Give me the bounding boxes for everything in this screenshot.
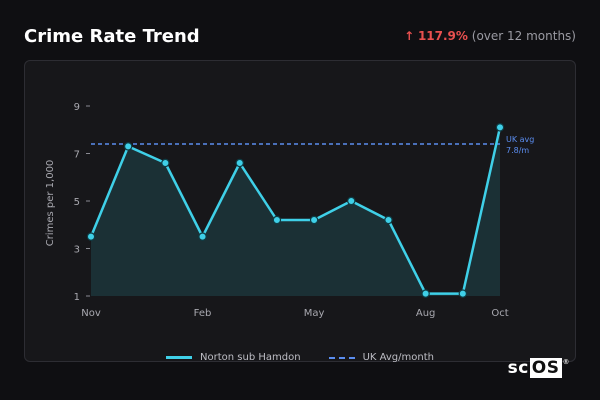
legend-label-series: Norton sub Hamdon [200, 352, 301, 363]
legend-item-reference[interactable]: UK Avg/month [328, 352, 434, 363]
legend-item-series[interactable]: Norton sub Hamdon [166, 352, 301, 363]
x-tick-label: May [304, 308, 325, 319]
data-point [272, 215, 282, 225]
data-point [86, 232, 96, 241]
y-tick-label: 9 [74, 102, 80, 113]
x-tick-label: Aug [416, 308, 436, 319]
legend-swatch-series [166, 356, 193, 359]
y-tick-label: 7 [74, 150, 80, 161]
page-title: Crime Rate Trend [24, 26, 200, 47]
y-tick-label: 5 [74, 197, 80, 208]
x-tick-label: Nov [81, 308, 101, 319]
data-point [123, 142, 133, 151]
legend-label-reference: UK Avg/month [362, 352, 434, 363]
y-tick-label: 3 [74, 245, 80, 256]
brand-boxed: OS [529, 358, 562, 378]
x-tick-label: Feb [194, 308, 212, 319]
data-point [495, 123, 505, 132]
legend-swatch-reference [328, 356, 355, 359]
series-line [89, 127, 502, 295]
data-point [458, 289, 468, 298]
change-indicator: ↑ 117.9% (over 12 months) [404, 29, 576, 43]
y-tick-label: 1 [74, 292, 80, 303]
up-arrow-icon: ↑ [404, 29, 415, 43]
reference-value-label: 7.8/m [506, 146, 529, 155]
reference-label: UK avg [506, 135, 534, 144]
brand-prefix: sc [507, 358, 529, 378]
data-point [198, 232, 207, 241]
data-point [235, 158, 244, 168]
brand-mark: ® [562, 358, 570, 366]
brand-logo: sc OS ® [508, 358, 570, 378]
chart-legend: Norton sub Hamdon UK Avg/month [0, 352, 600, 363]
data-point [309, 215, 319, 225]
x-tick-label: Oct [491, 308, 508, 319]
series-area [91, 127, 500, 296]
y-axis-label: Crimes per 1,000 [45, 160, 56, 247]
data-point [161, 158, 170, 168]
data-point [384, 215, 393, 225]
change-percent: 117.9% [417, 29, 468, 43]
data-point [347, 196, 356, 206]
change-period: (over 12 months) [471, 29, 576, 43]
data-point [421, 289, 430, 298]
